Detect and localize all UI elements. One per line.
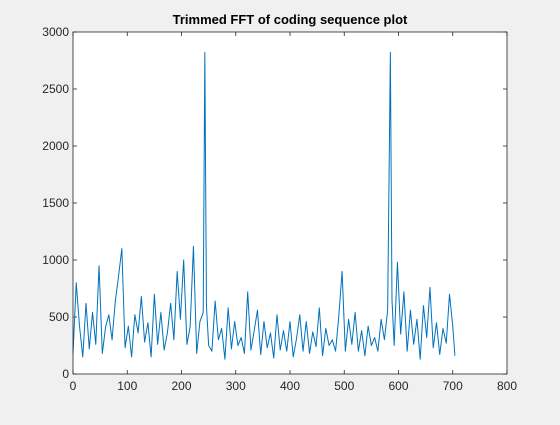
y-tick-label: 0 — [62, 367, 69, 381]
x-tick-label: 400 — [280, 379, 300, 393]
y-tick-label: 2500 — [42, 82, 69, 96]
x-tick-label: 200 — [171, 379, 191, 393]
x-tick-label: 800 — [497, 379, 517, 393]
x-tick-label: 600 — [388, 379, 408, 393]
y-axis-ticks: 0 500 1000 1500 2000 2500 3000 — [42, 25, 507, 381]
y-tick-label: 1500 — [42, 196, 69, 210]
plot-area — [73, 32, 507, 374]
chart-title: Trimmed FFT of coding sequence plot — [173, 12, 408, 27]
x-tick-label: 500 — [334, 379, 354, 393]
x-tick-label: 0 — [70, 379, 77, 393]
y-tick-label: 2000 — [42, 139, 69, 153]
x-tick-label: 700 — [443, 379, 463, 393]
x-axis-ticks: 0 100 200 300 400 500 600 700 800 — [70, 32, 517, 393]
series-line — [72, 52, 456, 360]
y-tick-label: 1000 — [42, 253, 69, 267]
y-tick-label: 3000 — [42, 25, 69, 39]
y-tick-label: 500 — [49, 310, 69, 324]
axes-frame — [72, 31, 508, 375]
x-tick-label: 100 — [117, 379, 137, 393]
x-tick-label: 300 — [226, 379, 246, 393]
